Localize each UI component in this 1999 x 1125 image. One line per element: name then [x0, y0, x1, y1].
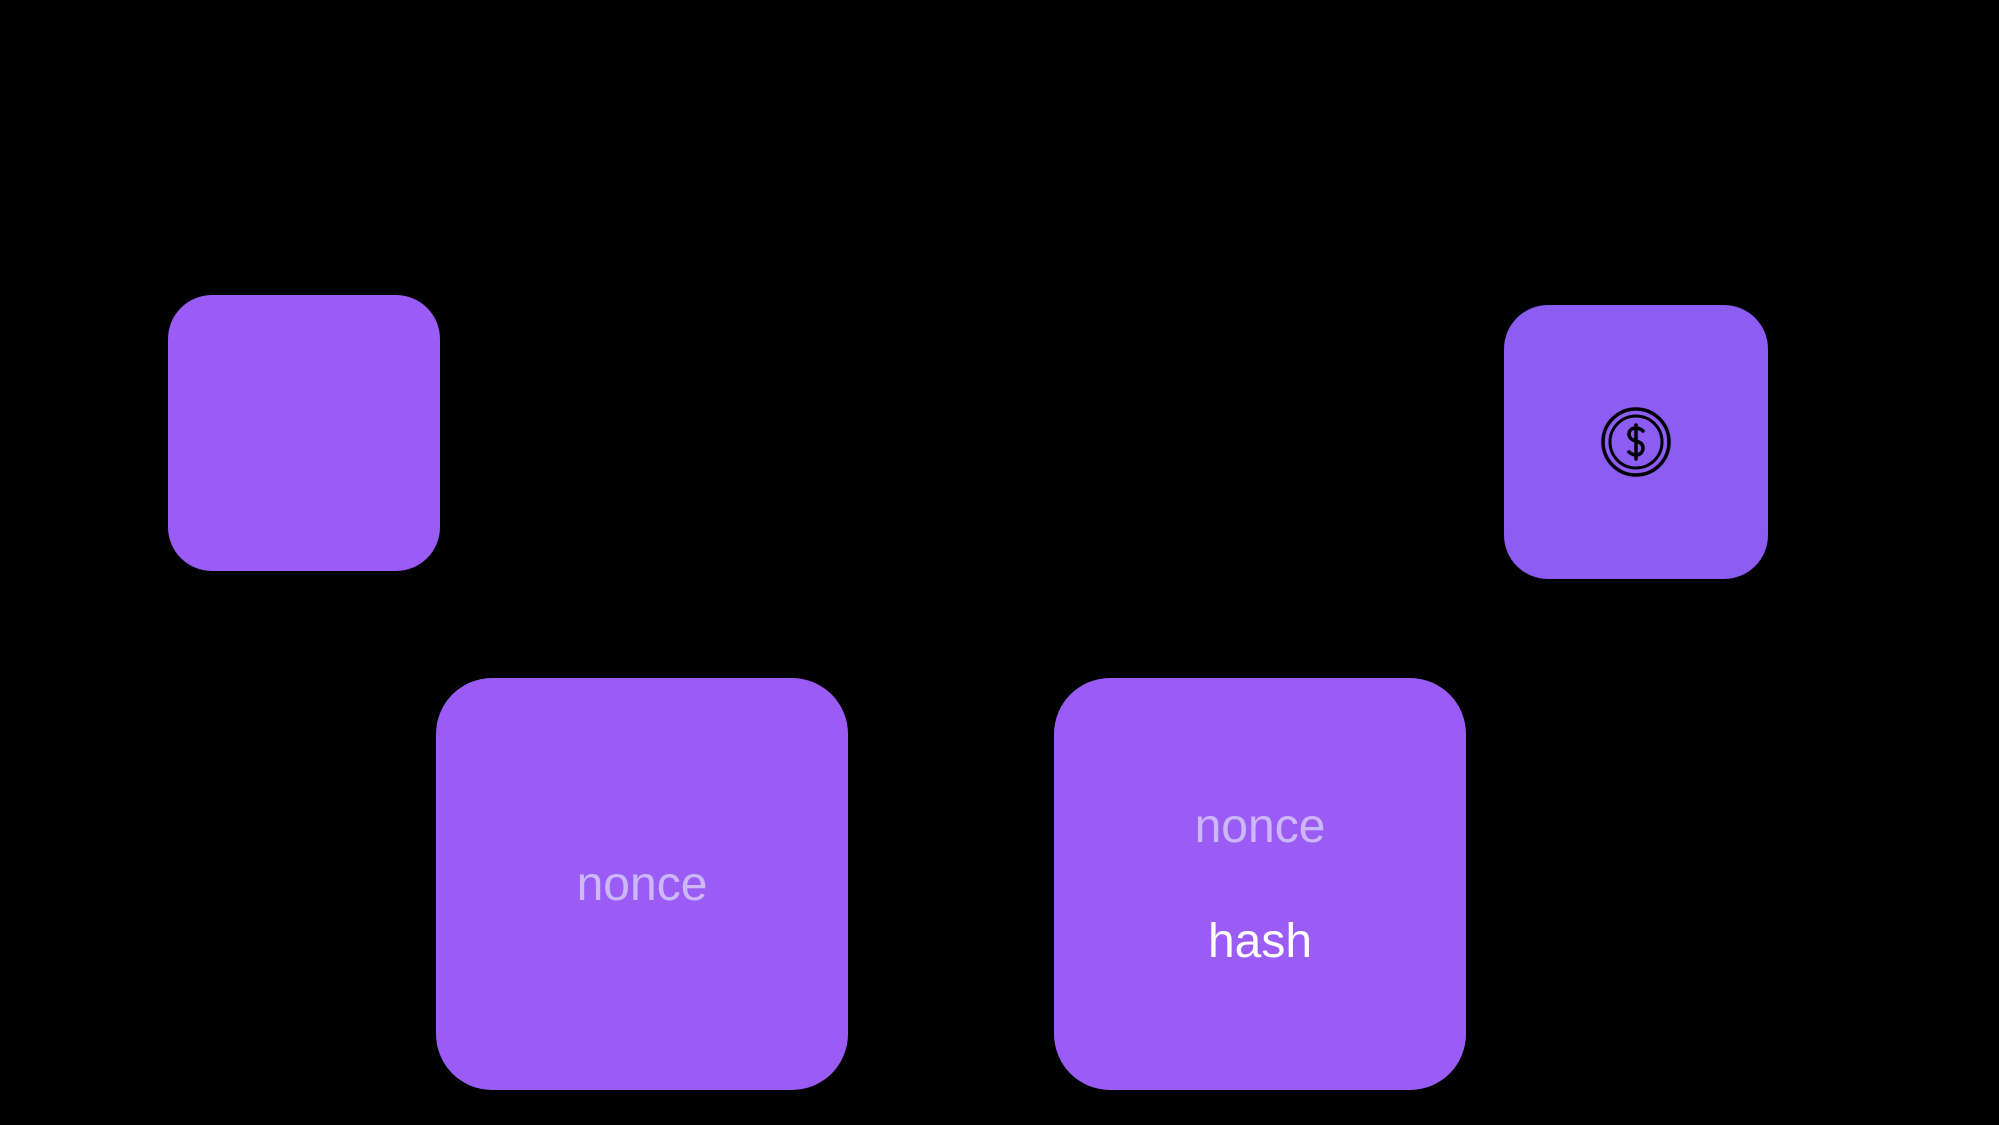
nonce-label: nonce: [1195, 799, 1326, 854]
hash-label: hash: [1208, 914, 1312, 969]
block-bottom-right: nonce hash: [1054, 678, 1466, 1090]
block-top-left: [168, 295, 440, 571]
nonce-label: nonce: [577, 857, 708, 912]
block-bottom-left: nonce: [436, 678, 848, 1090]
block-top-right: [1504, 305, 1768, 579]
coin-dollar-icon: [1600, 406, 1672, 478]
